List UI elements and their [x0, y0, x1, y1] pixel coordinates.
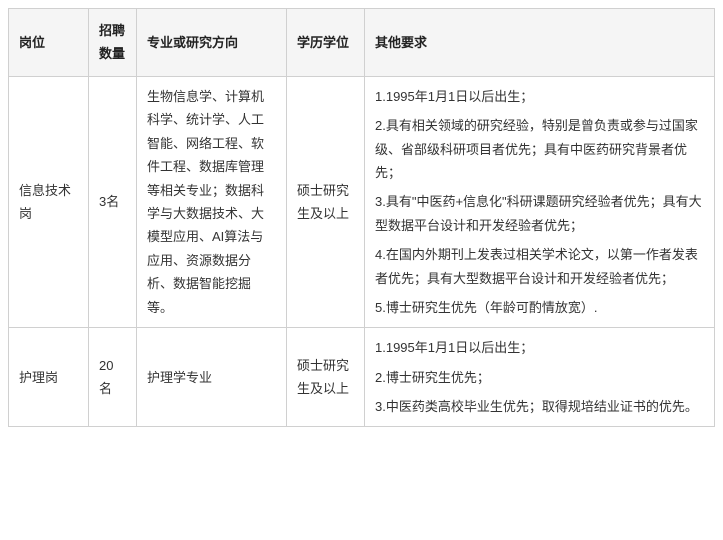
requirement-line: 5.博士研究生优先（年龄可酌情放宽）. — [375, 296, 704, 319]
requirement-line: 2.具有相关领域的研究经验，特别是曾负责或参与过国家级、省部级科研项目者优先；具… — [375, 114, 704, 184]
cell-major: 生物信息学、计算机科学、统计学、人工智能、网络工程、软件工程、数据库管理等相关专… — [137, 76, 287, 328]
cell-other: 1.1995年1月1日以后出生； 2.具有相关领域的研究经验，特别是曾负责或参与过… — [365, 76, 715, 328]
recruitment-table: 岗位 招聘数量 专业或研究方向 学历学位 其他要求 信息技术岗3名生物信息学、计… — [8, 8, 715, 427]
cell-count: 20名 — [89, 328, 137, 427]
requirement-line: 3.具有"中医药+信息化"科研课题研究经验者优先；具有大型数据平台设计和开发经验… — [375, 190, 704, 237]
cell-degree: 硕士研究生及以上 — [287, 328, 365, 427]
cell-major: 护理学专业 — [137, 328, 287, 427]
table-row: 护理岗20名护理学专业硕士研究生及以上 1.1995年1月1日以后出生； 2.博士研… — [9, 328, 715, 427]
table-body: 信息技术岗3名生物信息学、计算机科学、统计学、人工智能、网络工程、软件工程、数据… — [9, 76, 715, 427]
cell-other: 1.1995年1月1日以后出生； 2.博士研究生优先； 3.中医药类高校毕业生优先；… — [365, 328, 715, 427]
cell-degree: 硕士研究生及以上 — [287, 76, 365, 328]
cell-position: 信息技术岗 — [9, 76, 89, 328]
cell-position: 护理岗 — [9, 328, 89, 427]
table-row: 信息技术岗3名生物信息学、计算机科学、统计学、人工智能、网络工程、软件工程、数据… — [9, 76, 715, 328]
header-major: 专业或研究方向 — [137, 9, 287, 77]
header-degree: 学历学位 — [287, 9, 365, 77]
table-header-row: 岗位 招聘数量 专业或研究方向 学历学位 其他要求 — [9, 9, 715, 77]
requirement-line: 3.中医药类高校毕业生优先；取得规培结业证书的优先。 — [375, 395, 704, 418]
header-other: 其他要求 — [365, 9, 715, 77]
requirement-line: 1.1995年1月1日以后出生； — [375, 85, 704, 108]
header-position: 岗位 — [9, 9, 89, 77]
cell-count: 3名 — [89, 76, 137, 328]
requirement-line: 1.1995年1月1日以后出生； — [375, 336, 704, 359]
requirement-line: 2.博士研究生优先； — [375, 366, 704, 389]
requirement-line: 4.在国内外期刊上发表过相关学术论文，以第一作者发表者优先；具有大型数据平台设计… — [375, 243, 704, 290]
header-count: 招聘数量 — [89, 9, 137, 77]
